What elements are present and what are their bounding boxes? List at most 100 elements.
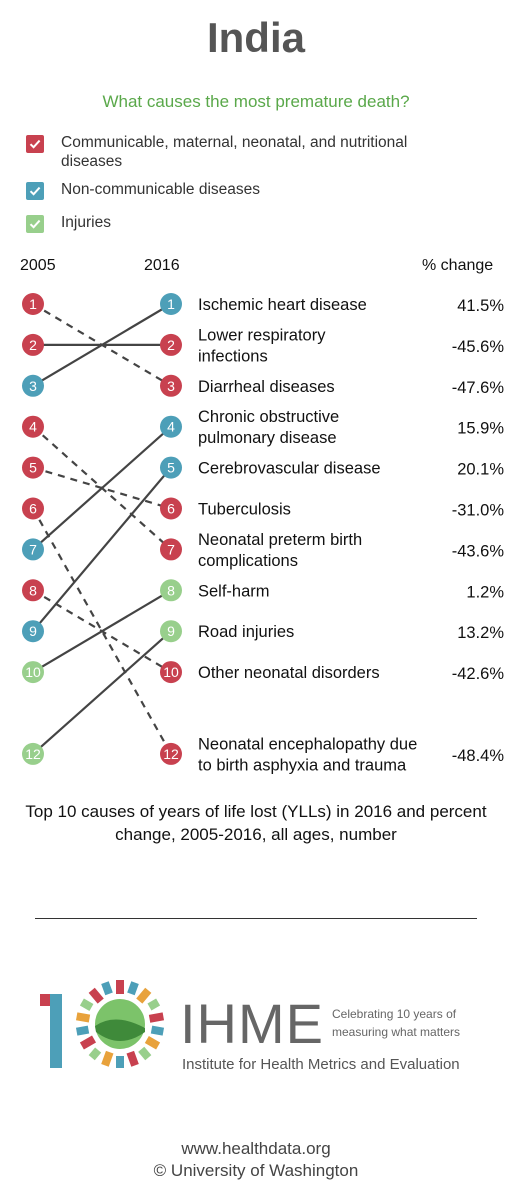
- rank-circle: [160, 661, 182, 684]
- cause-label-line: Road injuries: [198, 623, 294, 641]
- rank-number: 3: [167, 378, 175, 394]
- rank-number: 6: [167, 501, 175, 517]
- cause-labels: Ischemic heart disease 41.5% Lower respira…: [198, 296, 504, 774]
- cause-label: Other neonatal disorders: [198, 664, 380, 682]
- rank-circle: [22, 579, 44, 602]
- cause-label-line: pulmonary disease: [198, 429, 337, 447]
- cause-label: Diarrheal diseases: [198, 378, 335, 396]
- legend-label: Non-communicable diseases: [61, 181, 261, 198]
- pct-change-value: -45.6%: [452, 338, 505, 356]
- rank-2016-marker: 3: [160, 374, 182, 397]
- check-icon: [26, 215, 44, 233]
- rank-circle: [160, 579, 182, 602]
- cause-label-line: Other neonatal disorders: [198, 664, 380, 682]
- rank-number: 7: [29, 541, 37, 557]
- rank-circle: [160, 742, 182, 765]
- rank-circle: [22, 374, 44, 397]
- pct-change-value: 15.9%: [457, 420, 504, 438]
- cause-label: Lower respiratory infections: [198, 326, 326, 365]
- pct-change-value: 41.5%: [457, 297, 504, 315]
- slope-line: [32, 630, 172, 755]
- rank-2016-marker: 6: [160, 497, 182, 520]
- rank-circle: [160, 538, 182, 561]
- chart-subtitle: What causes the most premature death?: [102, 92, 410, 111]
- rank-number: 10: [25, 664, 41, 680]
- logo-wordmark: IHME: [180, 992, 324, 1055]
- cause-label: Chronic obstructive pulmonary disease: [198, 408, 339, 447]
- logo-fullname: Institute for Health Metrics and Evaluat…: [182, 1056, 460, 1073]
- rank-2016-marker: 2: [160, 333, 182, 356]
- pct-change-value: -47.6%: [452, 379, 505, 397]
- rank-2016-marker: 5: [160, 456, 182, 479]
- logo-tagline-1: Celebrating 10 years of: [332, 1007, 457, 1021]
- legend-item-non-communicable[interactable]: Non-communicable diseases: [26, 180, 471, 200]
- slope-line: [32, 425, 172, 551]
- slope-line: [32, 303, 172, 387]
- cause-label: Neonatal encephalopathy due to birth asph…: [198, 735, 417, 774]
- rank-circle: [160, 620, 182, 643]
- cause-label-line: Lower respiratory: [198, 326, 326, 344]
- cause-label-line: Neonatal preterm birth: [198, 531, 362, 549]
- connector-lines: [32, 303, 172, 755]
- pct-change-value: 20.1%: [457, 461, 504, 479]
- rank-number: 1: [29, 296, 37, 312]
- rank-circle: [22, 333, 44, 356]
- rank-2016-marker: 10: [160, 661, 182, 684]
- rank-circle: [160, 497, 182, 520]
- pct-change-value: -43.6%: [452, 542, 505, 560]
- cause-label-line: infections: [198, 347, 268, 365]
- rank-number: 7: [167, 541, 175, 557]
- rank-circle: [22, 497, 44, 520]
- footer-url[interactable]: www.healthdata.org: [181, 1139, 331, 1158]
- cause-label-line: Cerebrovascular disease: [198, 460, 381, 478]
- rank-number: 4: [29, 419, 37, 435]
- rank-circle: [160, 456, 182, 479]
- rank-circle: [22, 415, 44, 438]
- rank-2016-marker: 7: [160, 538, 182, 561]
- rank-circle: [160, 333, 182, 356]
- rank-number: 2: [29, 337, 37, 353]
- cause-label-line: Tuberculosis: [198, 501, 291, 519]
- rank-number: 9: [167, 623, 175, 639]
- rank-2005-marker: 1: [22, 293, 44, 315]
- rank-number: 12: [25, 746, 41, 762]
- rank-2005-marker: 8: [22, 579, 44, 602]
- pct-change-value: -42.6%: [452, 665, 505, 683]
- rank-number: 5: [167, 460, 175, 476]
- cause-label-line: to birth asphyxia and trauma: [198, 756, 407, 774]
- pct-change-value: 13.2%: [457, 624, 504, 642]
- pct-change-value: -48.4%: [452, 747, 505, 765]
- rank-circle: [22, 661, 44, 684]
- rank-number: 4: [167, 419, 175, 435]
- rank-circle: [22, 293, 44, 315]
- slope-line: [32, 507, 172, 755]
- cause-label-line: Diarrheal diseases: [198, 378, 335, 396]
- check-icon: [26, 182, 44, 200]
- cause-label: Road injuries: [198, 623, 294, 641]
- rank-2005-marker: 5: [22, 456, 44, 479]
- rank-number: 8: [167, 582, 175, 598]
- rank-2005-marker: 9: [22, 620, 44, 643]
- legend-item-injuries[interactable]: Injuries: [26, 213, 471, 233]
- rank-number: 5: [29, 460, 37, 476]
- rank-2005-marker: 4: [22, 415, 44, 438]
- cause-label-line: Self-harm: [198, 582, 270, 600]
- rank-number: 6: [29, 501, 37, 517]
- pct-change-value: 1.2%: [466, 583, 504, 601]
- rank-2016-marker: 4: [160, 415, 182, 438]
- rank-number: 1: [167, 296, 175, 312]
- cause-label-line: Chronic obstructive: [198, 408, 339, 426]
- rank-circle: [160, 293, 182, 315]
- rank-number: 9: [29, 623, 37, 639]
- rank-circle: [22, 620, 44, 643]
- cause-label: Self-harm: [198, 582, 270, 600]
- cause-label: Cerebrovascular disease: [198, 460, 381, 478]
- legend-item-communicable[interactable]: Communicable, maternal, neonatal, and nu…: [26, 133, 471, 171]
- rank-2005-marker: 7: [22, 538, 44, 561]
- rank-2016-marker: 12: [160, 742, 182, 765]
- rank-2005-marker: 12: [22, 742, 44, 765]
- rank-2005-marker: 6: [22, 497, 44, 520]
- rank-number: 10: [163, 664, 179, 680]
